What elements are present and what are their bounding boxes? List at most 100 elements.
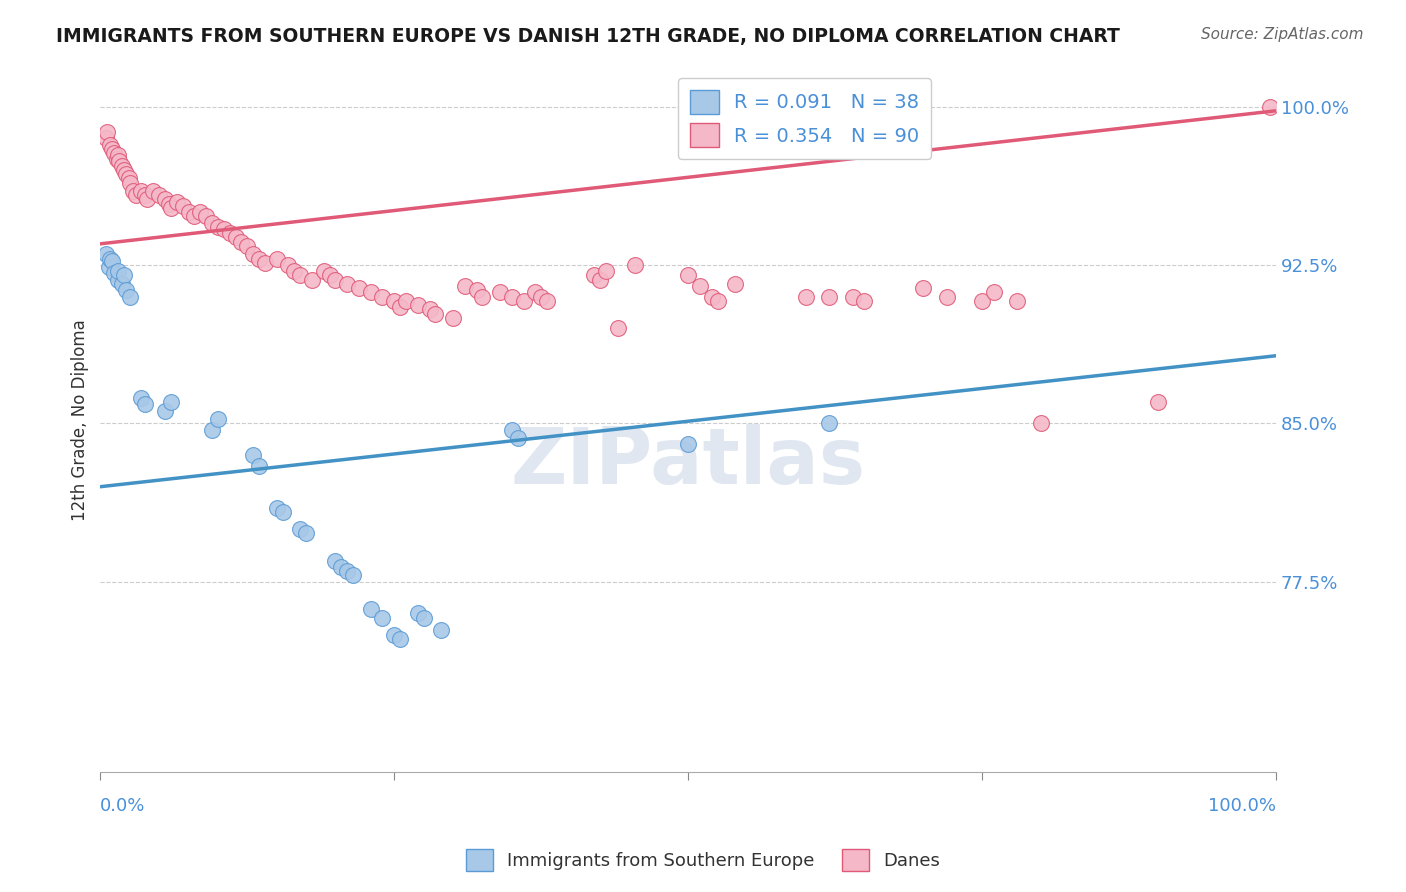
Point bbox=[501, 290, 523, 304]
Point bbox=[371, 610, 394, 624]
Point bbox=[983, 285, 1005, 300]
Point bbox=[157, 196, 180, 211]
Point bbox=[700, 290, 723, 304]
Point bbox=[336, 277, 359, 291]
Point bbox=[131, 391, 153, 405]
Point bbox=[325, 553, 347, 567]
Point bbox=[153, 403, 176, 417]
Point bbox=[183, 210, 205, 224]
Point bbox=[105, 153, 128, 167]
Point bbox=[242, 247, 264, 261]
Point bbox=[330, 560, 353, 574]
Point bbox=[360, 285, 382, 300]
Point bbox=[418, 302, 440, 317]
Text: 100.0%: 100.0% bbox=[1208, 797, 1277, 815]
Point bbox=[465, 283, 488, 297]
Point bbox=[347, 281, 370, 295]
Point bbox=[290, 522, 312, 536]
Point bbox=[471, 290, 494, 304]
Point bbox=[389, 300, 412, 314]
Point bbox=[103, 146, 125, 161]
Point bbox=[606, 321, 628, 335]
Point bbox=[107, 264, 129, 278]
Point bbox=[283, 264, 305, 278]
Point bbox=[166, 194, 188, 209]
Point bbox=[818, 417, 841, 431]
Point bbox=[583, 268, 606, 283]
Point bbox=[441, 310, 464, 325]
Point bbox=[406, 607, 429, 621]
Point bbox=[1029, 417, 1052, 431]
Point bbox=[853, 293, 876, 308]
Point bbox=[225, 230, 247, 244]
Point bbox=[108, 154, 131, 169]
Point bbox=[382, 627, 405, 641]
Point bbox=[218, 226, 240, 240]
Point bbox=[134, 188, 156, 202]
Point bbox=[115, 283, 138, 297]
Point bbox=[454, 279, 477, 293]
Point bbox=[201, 216, 224, 230]
Point bbox=[124, 188, 146, 202]
Point bbox=[271, 505, 294, 519]
Point bbox=[506, 431, 529, 445]
Point bbox=[318, 268, 340, 283]
Point bbox=[122, 184, 145, 198]
Point bbox=[96, 131, 118, 145]
Point bbox=[266, 500, 288, 515]
Text: Source: ZipAtlas.com: Source: ZipAtlas.com bbox=[1201, 27, 1364, 42]
Point bbox=[231, 235, 253, 249]
Point bbox=[207, 219, 229, 234]
Text: IMMIGRANTS FROM SOUTHERN EUROPE VS DANISH 12TH GRADE, NO DIPLOMA CORRELATION CHA: IMMIGRANTS FROM SOUTHERN EUROPE VS DANIS… bbox=[56, 27, 1121, 45]
Point bbox=[382, 293, 405, 308]
Point bbox=[98, 137, 121, 152]
Point bbox=[589, 273, 612, 287]
Point bbox=[325, 273, 347, 287]
Point bbox=[110, 159, 132, 173]
Point bbox=[160, 395, 183, 409]
Point bbox=[96, 125, 118, 139]
Point bbox=[489, 285, 512, 300]
Point bbox=[118, 176, 141, 190]
Point bbox=[512, 293, 534, 308]
Point bbox=[160, 201, 183, 215]
Point bbox=[103, 266, 125, 280]
Point bbox=[818, 290, 841, 304]
Point bbox=[724, 277, 747, 291]
Point bbox=[794, 290, 817, 304]
Y-axis label: 12th Grade, No Diploma: 12th Grade, No Diploma bbox=[72, 319, 89, 521]
Point bbox=[153, 193, 176, 207]
Point bbox=[188, 205, 211, 219]
Point bbox=[501, 423, 523, 437]
Point bbox=[395, 293, 418, 308]
Point bbox=[112, 162, 135, 177]
Legend: Immigrants from Southern Europe, Danes: Immigrants from Southern Europe, Danes bbox=[458, 842, 948, 879]
Point bbox=[371, 290, 394, 304]
Point bbox=[247, 458, 270, 473]
Point bbox=[912, 281, 935, 295]
Point bbox=[136, 193, 159, 207]
Point bbox=[112, 268, 135, 283]
Point bbox=[412, 610, 434, 624]
Point bbox=[312, 264, 335, 278]
Point bbox=[236, 239, 259, 253]
Point bbox=[172, 199, 194, 213]
Point bbox=[177, 205, 200, 219]
Point bbox=[101, 253, 124, 268]
Point bbox=[389, 632, 412, 646]
Point bbox=[406, 298, 429, 312]
Point bbox=[1007, 293, 1029, 308]
Point bbox=[253, 256, 276, 270]
Point bbox=[266, 252, 288, 266]
Point bbox=[842, 290, 865, 304]
Point bbox=[101, 142, 124, 156]
Point bbox=[970, 293, 993, 308]
Point bbox=[212, 222, 235, 236]
Point bbox=[360, 602, 382, 616]
Point bbox=[301, 273, 323, 287]
Point bbox=[118, 290, 141, 304]
Point bbox=[107, 273, 129, 287]
Point bbox=[97, 260, 120, 274]
Point bbox=[336, 564, 359, 578]
Point bbox=[706, 293, 728, 308]
